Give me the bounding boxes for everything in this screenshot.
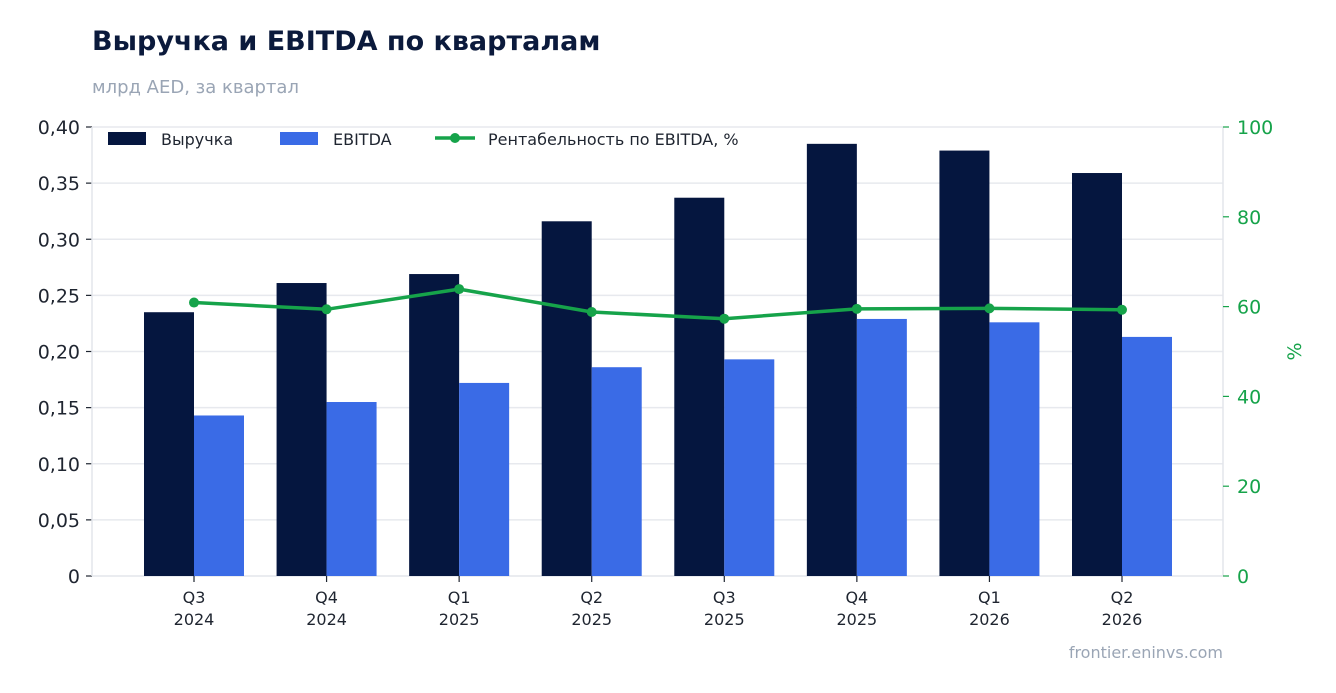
x-tick-label: 2026 <box>969 610 1010 629</box>
x-tick-label: Q1 <box>978 588 1001 607</box>
x-tick-label: 2026 <box>1102 610 1143 629</box>
margin-point <box>454 284 465 295</box>
source-credit: frontier.eninvs.com <box>1068 643 1223 662</box>
bar-revenue <box>674 197 725 576</box>
bar-ebitda <box>194 415 244 576</box>
y-left-tick-label: 0,30 <box>38 229 80 251</box>
chart-title: Выручка и EBITDA по кварталам <box>92 26 601 57</box>
legend: Выручка EBITDA Рентабельность по EBITDA, % <box>108 130 739 149</box>
y-left-tick-label: 0,40 <box>38 117 80 139</box>
bar-revenue <box>276 283 327 576</box>
margin-point <box>321 304 332 315</box>
x-tick-label: Q2 <box>1111 588 1134 607</box>
y-left-tick-label: 0,25 <box>38 285 80 307</box>
x-tick-label: Q4 <box>315 588 338 607</box>
bar-revenue <box>144 312 194 576</box>
bar-revenue <box>541 221 592 577</box>
legend-swatch <box>108 132 146 145</box>
y-left-tick-label: 0 <box>68 566 80 588</box>
y-left-tick-label: 0,20 <box>38 342 80 364</box>
x-tick-label: 2025 <box>836 610 877 629</box>
legend-swatch <box>280 132 318 145</box>
y-right-tick-label: 0 <box>1237 566 1249 588</box>
bar-revenue <box>1072 173 1122 576</box>
x-tick-label: Q1 <box>448 588 471 607</box>
y-left-tick-label: 0,15 <box>38 398 80 420</box>
margin-point <box>189 297 199 308</box>
legend-label: EBITDA <box>333 130 392 149</box>
bar-revenue <box>409 274 460 576</box>
x-tick-label: 2025 <box>704 610 745 629</box>
bar-ebitda <box>1122 336 1172 576</box>
margin-point <box>851 303 862 314</box>
bar-ebitda <box>989 322 1040 576</box>
x-tick-label: Q3 <box>183 588 206 607</box>
x-tick-label: Q3 <box>713 588 736 607</box>
bar-revenue <box>806 143 857 576</box>
y-right-tick-label: 100 <box>1237 117 1273 139</box>
y-right-axis-title: % <box>1284 342 1306 360</box>
y-left-tick-label: 0,05 <box>38 510 80 532</box>
margin-point <box>586 306 597 317</box>
bar-ebitda <box>591 367 642 576</box>
bar-ebitda <box>326 402 377 576</box>
x-tick-label: 2024 <box>174 610 215 629</box>
bar-ebitda <box>724 359 775 576</box>
bar-revenue <box>939 150 990 576</box>
chart-subtitle: млрд AED, за квартал <box>92 77 299 98</box>
y-left-tick-label: 0,10 <box>38 454 80 476</box>
y-right-tick-label: 60 <box>1237 297 1261 319</box>
x-tick-label: 2025 <box>439 610 480 629</box>
legend-marker <box>450 133 460 143</box>
y-right-tick-label: 80 <box>1237 207 1261 229</box>
margin-point <box>984 303 995 314</box>
y-left-tick-label: 0,35 <box>38 173 80 195</box>
margin-line <box>193 287 1123 321</box>
margin-point <box>1117 304 1127 315</box>
y-right-tick-label: 40 <box>1237 386 1261 408</box>
x-tick-label: Q2 <box>580 588 603 607</box>
y-right-tick-label: 20 <box>1237 476 1261 498</box>
legend-label: Рентабельность по EBITDA, % <box>488 130 739 149</box>
margin-point <box>719 313 730 324</box>
x-tick-label: 2025 <box>571 610 612 629</box>
bar-ebitda <box>856 318 907 576</box>
x-tick-label: 2024 <box>306 610 347 629</box>
x-tick-label: Q4 <box>845 588 868 607</box>
legend-label: Выручка <box>161 130 233 149</box>
bar-ebitda <box>459 382 510 576</box>
